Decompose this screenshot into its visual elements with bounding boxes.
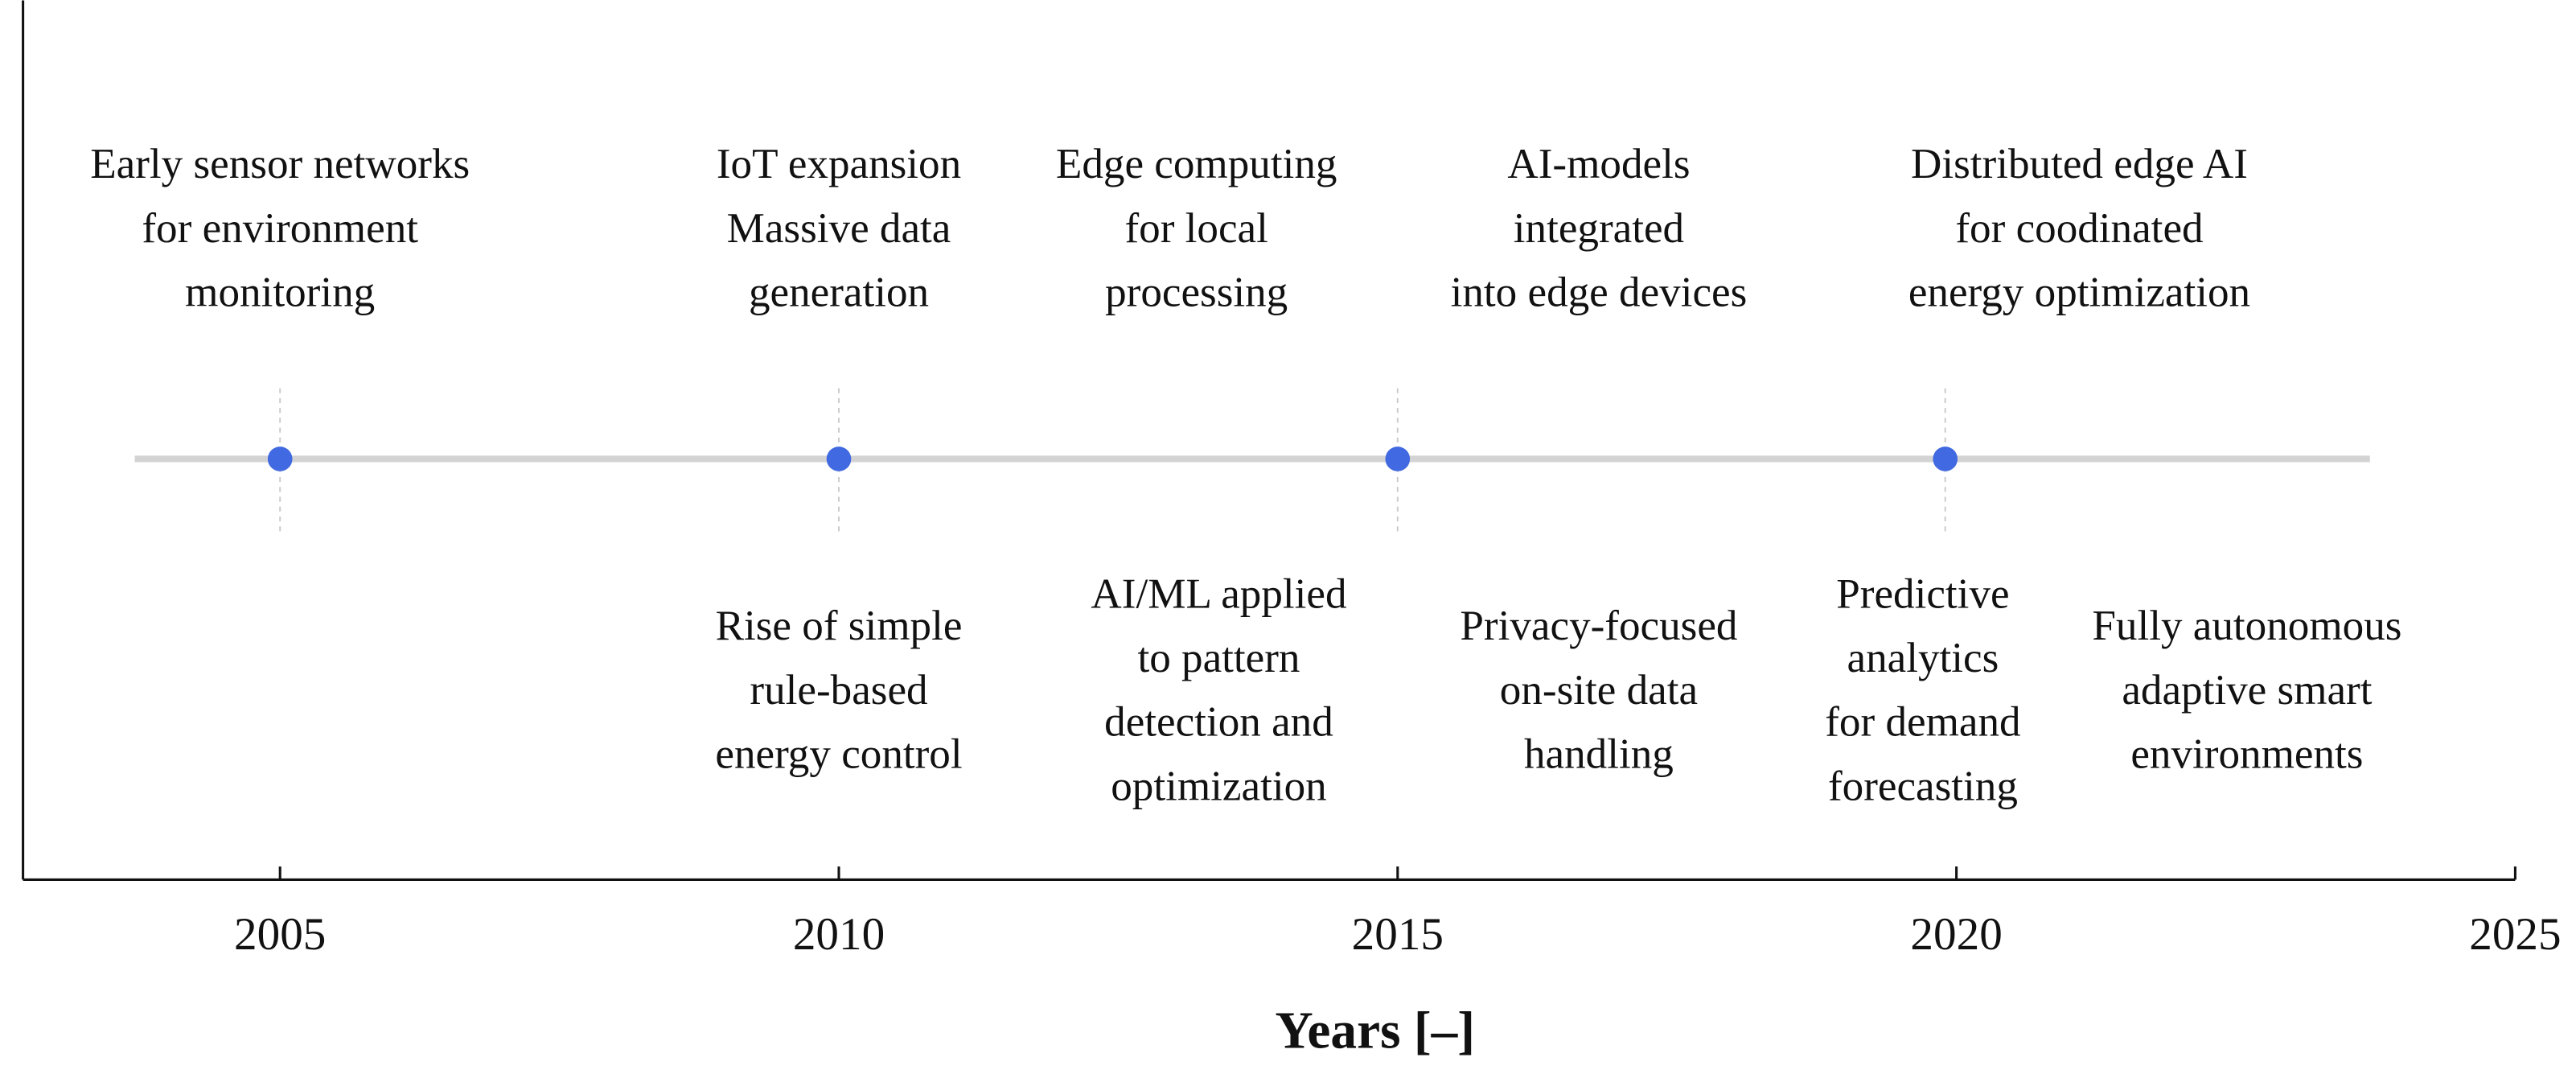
event-label: energy optimization	[1908, 269, 2250, 315]
event-label: adaptive smart	[2122, 667, 2372, 714]
event-label: integrated	[1514, 205, 1684, 252]
event-label: Privacy-focused	[1460, 603, 1737, 649]
event-label: on-site data	[1500, 667, 1698, 714]
x-tick-label: 2025	[2469, 909, 2561, 960]
event-label: detection and	[1104, 699, 1333, 746]
event-label: AI/ML applied	[1091, 570, 1346, 617]
event-label: Distributed edge AI	[1911, 141, 2248, 187]
event-marker	[1385, 446, 1411, 471]
event-label: Massive data	[727, 205, 951, 252]
event-label: Early sensor networks	[90, 141, 470, 187]
event-label: Edge computing	[1056, 141, 1337, 187]
event-label: Fully autonomous	[2092, 603, 2401, 649]
event-label: for demand	[1825, 699, 2020, 746]
event-label: for environment	[142, 205, 418, 252]
event-label: generation	[749, 269, 929, 315]
x-tick-label: 2015	[1352, 909, 1444, 960]
event-label: monitoring	[185, 269, 375, 315]
event-label: into edge devices	[1451, 269, 1748, 315]
event-label: IoT expansion	[717, 141, 961, 187]
event-label: AI-models	[1507, 141, 1690, 187]
event-label: for coodinated	[1955, 205, 2203, 252]
event-label: rule-based	[750, 667, 927, 714]
event-label: analytics	[1847, 635, 1999, 681]
x-tick-label: 2010	[793, 909, 885, 960]
event-label: Rise of simple	[716, 603, 963, 649]
event-marker	[1933, 446, 1958, 471]
event-label: processing	[1105, 269, 1288, 315]
event-label: for local	[1124, 205, 1267, 252]
event-marker	[267, 446, 293, 471]
event-marker	[826, 446, 852, 471]
event-label: handling	[1524, 730, 1674, 777]
x-tick-label: 2005	[234, 909, 326, 960]
x-tick-label: 2020	[1910, 909, 2002, 960]
event-label: forecasting	[1828, 763, 2018, 809]
event-label: energy control	[715, 730, 962, 777]
event-label: environments	[2130, 730, 2363, 777]
event-label: optimization	[1111, 763, 1326, 809]
x-axis-label: Years [–]	[1275, 1002, 1475, 1060]
event-label: Predictive	[1836, 570, 2009, 617]
event-label: to pattern	[1137, 635, 1300, 681]
